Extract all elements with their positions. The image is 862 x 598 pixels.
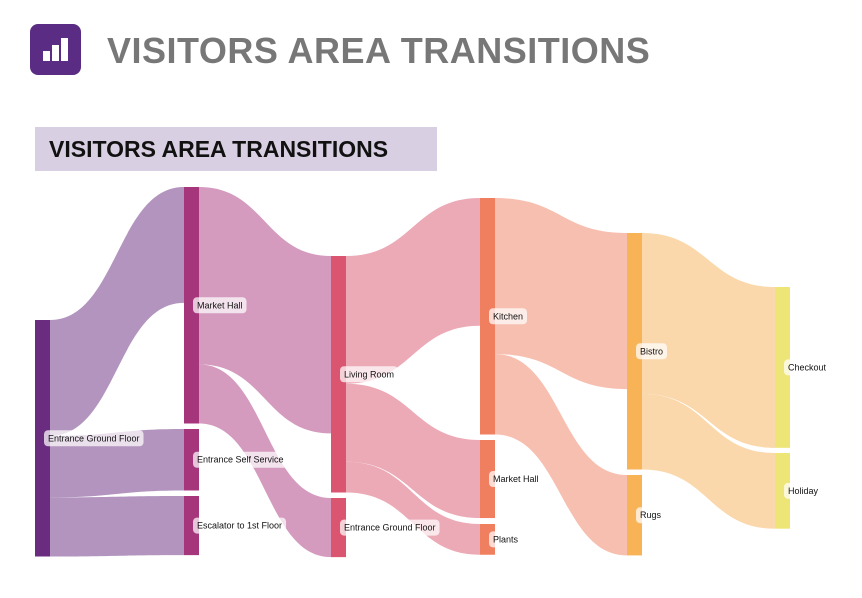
flow-link[interactable] <box>50 496 184 557</box>
node-label-text: Market Hall <box>197 300 243 310</box>
node-bar[interactable] <box>480 440 495 519</box>
node-label-background <box>636 507 666 524</box>
node-label: Holiday <box>784 482 823 499</box>
node-bar[interactable] <box>480 198 495 435</box>
node-bar[interactable] <box>331 256 346 493</box>
node-label-text: Rugs <box>640 510 662 520</box>
node-bar[interactable] <box>627 475 642 556</box>
node-label: Checkout <box>784 359 831 376</box>
node-label-background <box>193 517 287 534</box>
flow-link[interactable] <box>495 354 627 556</box>
node-bar[interactable] <box>184 187 199 424</box>
node-label-background <box>636 343 668 360</box>
flow-link[interactable] <box>199 187 331 434</box>
node-label-text: Escalator to 1st Floor <box>197 521 282 531</box>
node-label-background <box>784 482 823 499</box>
node-label-background <box>489 308 528 325</box>
nodes <box>35 187 790 558</box>
node-label: Kitchen <box>489 308 528 325</box>
node-label-background <box>193 297 247 314</box>
node-bar[interactable] <box>775 453 790 529</box>
node-bar[interactable] <box>35 320 50 557</box>
flow-link[interactable] <box>642 393 775 529</box>
node-label: Market Hall <box>193 297 247 314</box>
node-bar[interactable] <box>184 496 199 556</box>
node-bar[interactable] <box>627 233 642 470</box>
node-label-background <box>340 519 440 536</box>
node-label: Bistro <box>636 343 668 360</box>
node-label: Living Room <box>340 366 399 383</box>
node-label: Escalator to 1st Floor <box>193 517 287 534</box>
node-label-background <box>193 451 288 468</box>
node-label-background <box>784 359 831 376</box>
node-label-background <box>489 471 543 488</box>
flow-link[interactable] <box>495 198 627 390</box>
node-label-text: Living Room <box>344 369 394 379</box>
node-label-text: Entrance Self Service <box>197 455 284 465</box>
node-label: Plants <box>489 531 523 548</box>
node-label-background <box>44 430 144 447</box>
node-label-background <box>340 366 399 383</box>
node-bar[interactable] <box>331 498 346 558</box>
node-bar[interactable] <box>184 429 199 491</box>
node-label-text: Market Hall <box>493 474 539 484</box>
labels: Entrance Ground Floor Market Hall Entrance… <box>44 297 831 548</box>
chart-title: VISITORS AREA TRANSITIONS <box>49 136 389 162</box>
flow-link[interactable] <box>50 187 184 436</box>
node-label-text: Checkout <box>788 362 827 372</box>
node-label: Entrance Ground Floor <box>340 519 440 536</box>
links <box>50 187 775 558</box>
flow-link[interactable] <box>346 461 480 555</box>
node-label: Entrance Ground Floor <box>44 430 144 447</box>
node-label-background <box>489 531 523 548</box>
node-bar[interactable] <box>480 524 495 555</box>
node-label-text: Bistro <box>640 346 663 356</box>
node-label: Market Hall <box>489 471 543 488</box>
node-label: Rugs <box>636 507 666 524</box>
node-label-text: Kitchen <box>493 311 523 321</box>
node-bar[interactable] <box>775 287 790 448</box>
node-label-text: Holiday <box>788 486 819 496</box>
bar-chart-icon <box>30 24 81 75</box>
node-label: Entrance Self Service <box>193 451 288 468</box>
flow-link[interactable] <box>642 233 775 448</box>
flow-link[interactable] <box>346 198 480 384</box>
flow-link[interactable] <box>346 383 480 519</box>
node-label-text: Plants <box>493 534 519 544</box>
node-label-text: Entrance Ground Floor <box>344 523 436 533</box>
node-label-text: Entrance Ground Floor <box>48 433 140 443</box>
chart-title-banner: VISITORS AREA TRANSITIONS <box>35 127 437 171</box>
page-title: VISITORS AREA TRANSITIONS <box>107 30 651 71</box>
